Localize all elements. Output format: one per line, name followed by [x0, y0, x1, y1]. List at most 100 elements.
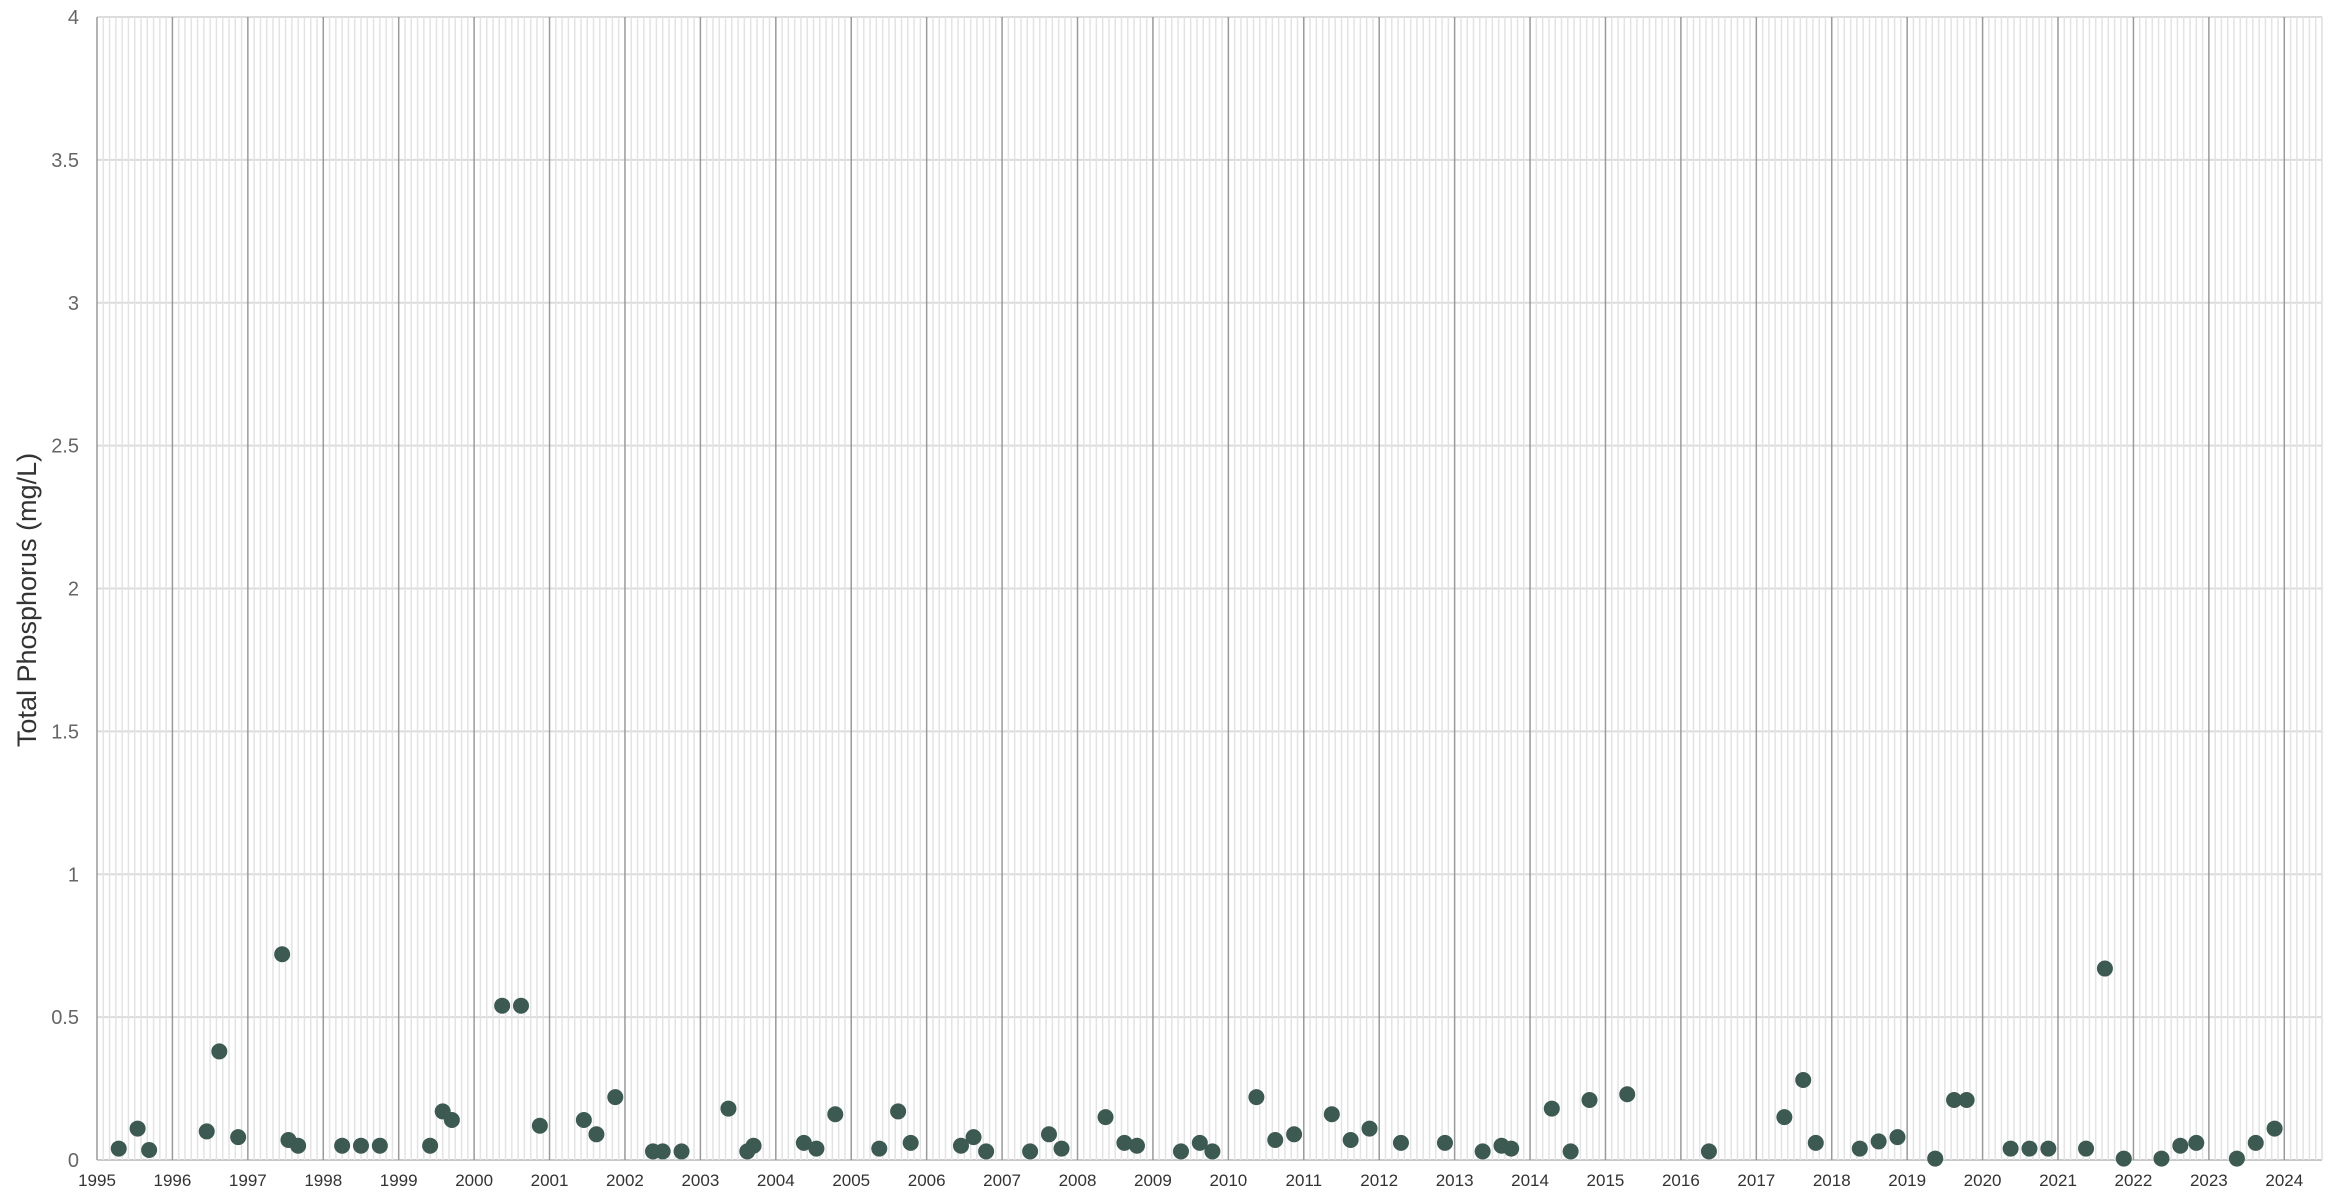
- data-point: [871, 1140, 888, 1157]
- data-point: [2040, 1140, 2057, 1157]
- data-point: [1958, 1091, 1975, 1108]
- x-tick-label: 2001: [531, 1171, 569, 1190]
- x-tick-label: 2014: [1511, 1171, 1549, 1190]
- data-point: [808, 1140, 825, 1157]
- data-point: [1040, 1126, 1057, 1143]
- x-tick-label: 2012: [1360, 1171, 1398, 1190]
- data-point: [1361, 1120, 1378, 1137]
- data-point: [1436, 1134, 1453, 1151]
- data-point: [211, 1043, 228, 1060]
- data-point: [334, 1137, 351, 1154]
- data-point: [902, 1134, 919, 1151]
- y-tick-label: 2: [68, 579, 79, 601]
- data-point: [129, 1120, 146, 1137]
- data-point: [978, 1143, 995, 1160]
- x-tick-label: 2007: [983, 1171, 1021, 1190]
- data-point: [575, 1111, 592, 1128]
- data-point: [110, 1140, 127, 1157]
- data-point: [1870, 1133, 1887, 1150]
- data-point: [1022, 1143, 1039, 1160]
- data-point: [1248, 1089, 1265, 1106]
- data-point: [2153, 1150, 2170, 1167]
- data-point: [673, 1143, 690, 1160]
- data-point: [1543, 1100, 1560, 1117]
- data-point: [588, 1126, 605, 1143]
- x-tick-label: 2005: [832, 1171, 870, 1190]
- x-tick-label: 2020: [1964, 1171, 2002, 1190]
- data-point: [1619, 1086, 1636, 1103]
- data-points: [110, 946, 2283, 1167]
- x-tick-label: 2011: [1285, 1171, 1322, 1190]
- data-point: [2172, 1137, 2189, 1154]
- y-tick-label: 0: [68, 1150, 79, 1172]
- y-tick-label: 1: [68, 864, 79, 886]
- x-tick-label: 1997: [229, 1171, 267, 1190]
- data-point: [1562, 1143, 1579, 1160]
- data-point: [2002, 1140, 2019, 1157]
- data-point: [1286, 1126, 1303, 1143]
- x-tick-label: 2010: [1209, 1171, 1247, 1190]
- data-point: [1323, 1106, 1340, 1123]
- data-point: [2247, 1134, 2264, 1151]
- y-axis-ticks: 0 0.5 1 1.5 2 2.5 3 3.5 4: [51, 7, 79, 1172]
- data-point: [422, 1137, 439, 1154]
- data-point: [952, 1137, 969, 1154]
- data-point: [1927, 1150, 1944, 1167]
- data-point: [1097, 1109, 1114, 1126]
- x-tick-label: 1996: [154, 1171, 192, 1190]
- x-tick-label: 1998: [304, 1171, 342, 1190]
- x-tick-label: 2003: [681, 1171, 719, 1190]
- x-tick-label: 2023: [2190, 1171, 2228, 1190]
- data-point: [371, 1137, 388, 1154]
- data-point: [2266, 1120, 2283, 1137]
- x-tick-label: 2013: [1436, 1171, 1474, 1190]
- x-tick-label: 2016: [1662, 1171, 1700, 1190]
- y-axis-label: Total Phosphorus (mg/L): [12, 453, 42, 747]
- y-tick-label: 0.5: [51, 1007, 79, 1029]
- data-point: [1267, 1131, 1284, 1148]
- x-tick-label: 2019: [1888, 1171, 1926, 1190]
- data-point: [1795, 1071, 1812, 1088]
- data-point: [1889, 1129, 1906, 1146]
- data-point: [720, 1100, 737, 1117]
- x-tick-label: 2009: [1134, 1171, 1172, 1190]
- data-point: [513, 997, 530, 1014]
- data-point: [290, 1137, 307, 1154]
- x-tick-label: 2018: [1813, 1171, 1851, 1190]
- data-point: [827, 1106, 844, 1123]
- data-point: [494, 997, 511, 1014]
- data-point: [2021, 1140, 2038, 1157]
- data-point: [1503, 1140, 1520, 1157]
- x-tick-label: 2002: [606, 1171, 644, 1190]
- data-point: [1474, 1143, 1491, 1160]
- data-point: [274, 946, 291, 963]
- x-tick-label: 2015: [1587, 1171, 1625, 1190]
- data-point: [654, 1143, 671, 1160]
- x-tick-label: 2006: [908, 1171, 946, 1190]
- x-tick-label: 2017: [1737, 1171, 1775, 1190]
- data-point: [607, 1089, 624, 1106]
- data-point: [141, 1141, 158, 1158]
- data-point: [1700, 1143, 1717, 1160]
- data-point: [1053, 1140, 1070, 1157]
- data-point: [1851, 1140, 1868, 1157]
- data-point: [443, 1111, 460, 1128]
- x-tick-label: 2008: [1059, 1171, 1097, 1190]
- grid-lines: [96, 16, 2323, 1161]
- x-tick-label: 2022: [2115, 1171, 2153, 1190]
- data-point: [531, 1117, 548, 1134]
- data-point: [230, 1129, 247, 1146]
- x-tick-label: 1995: [78, 1171, 116, 1190]
- data-point: [890, 1103, 907, 1120]
- x-tick-label: 1999: [380, 1171, 418, 1190]
- data-point: [965, 1129, 982, 1146]
- data-point: [1204, 1143, 1221, 1160]
- data-point: [2115, 1150, 2132, 1167]
- data-point: [2188, 1134, 2205, 1151]
- data-point: [198, 1123, 215, 1140]
- y-tick-label: 3.5: [51, 150, 79, 172]
- data-point: [352, 1137, 369, 1154]
- y-tick-label: 3: [68, 293, 79, 315]
- data-point: [1807, 1134, 1824, 1151]
